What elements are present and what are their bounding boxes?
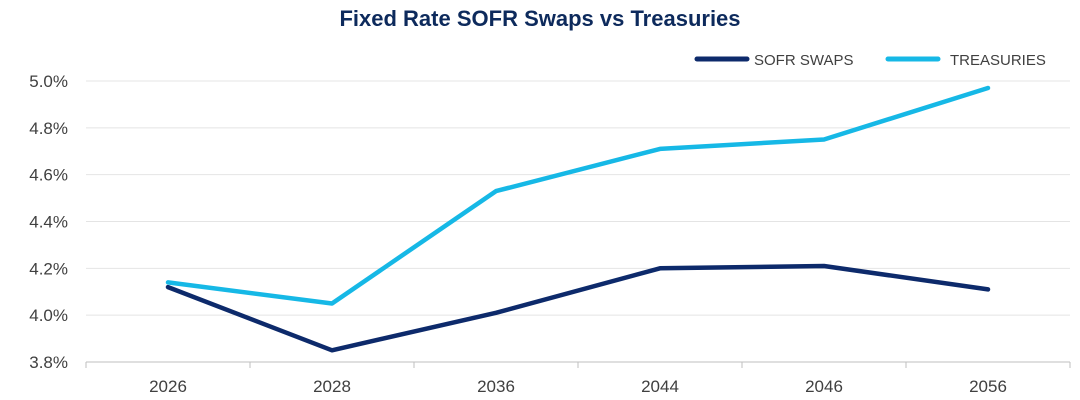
series-lines — [165, 85, 991, 353]
grid-lines — [86, 80, 1070, 316]
axes — [85, 361, 1071, 368]
series-line-sofr-swaps — [165, 263, 991, 353]
y-tick-label: 4.0% — [29, 306, 68, 325]
legend: SOFR SWAPS TREASURIES — [694, 52, 1046, 69]
legend-label: SOFR SWAPS — [754, 52, 853, 69]
y-tick-label: 4.4% — [29, 213, 68, 232]
x-tick-label: 2044 — [641, 377, 679, 396]
x-tick-label: 2028 — [313, 377, 351, 396]
chart-title: Fixed Rate SOFR Swaps vs Treasuries — [339, 6, 741, 31]
y-tick-label: 4.2% — [29, 259, 68, 278]
y-tick-label: 4.8% — [29, 119, 68, 138]
y-tick-label: 4.6% — [29, 166, 68, 185]
y-tick-label: 3.8% — [29, 353, 68, 372]
y-tick-label: 5.0% — [29, 72, 68, 91]
x-tick-label: 2046 — [805, 377, 843, 396]
legend-label: TREASURIES — [950, 52, 1046, 69]
x-axis-ticks: 2026 2028 2036 2044 2046 2056 — [149, 377, 1007, 396]
series-line-treasuries — [165, 85, 991, 306]
x-tick-label: 2036 — [477, 377, 515, 396]
x-tick-label: 2026 — [149, 377, 187, 396]
y-axis-ticks: 3.8% 4.0% 4.2% 4.4% 4.6% 4.8% 5.0% — [29, 72, 68, 372]
x-tick-label: 2056 — [969, 377, 1007, 396]
